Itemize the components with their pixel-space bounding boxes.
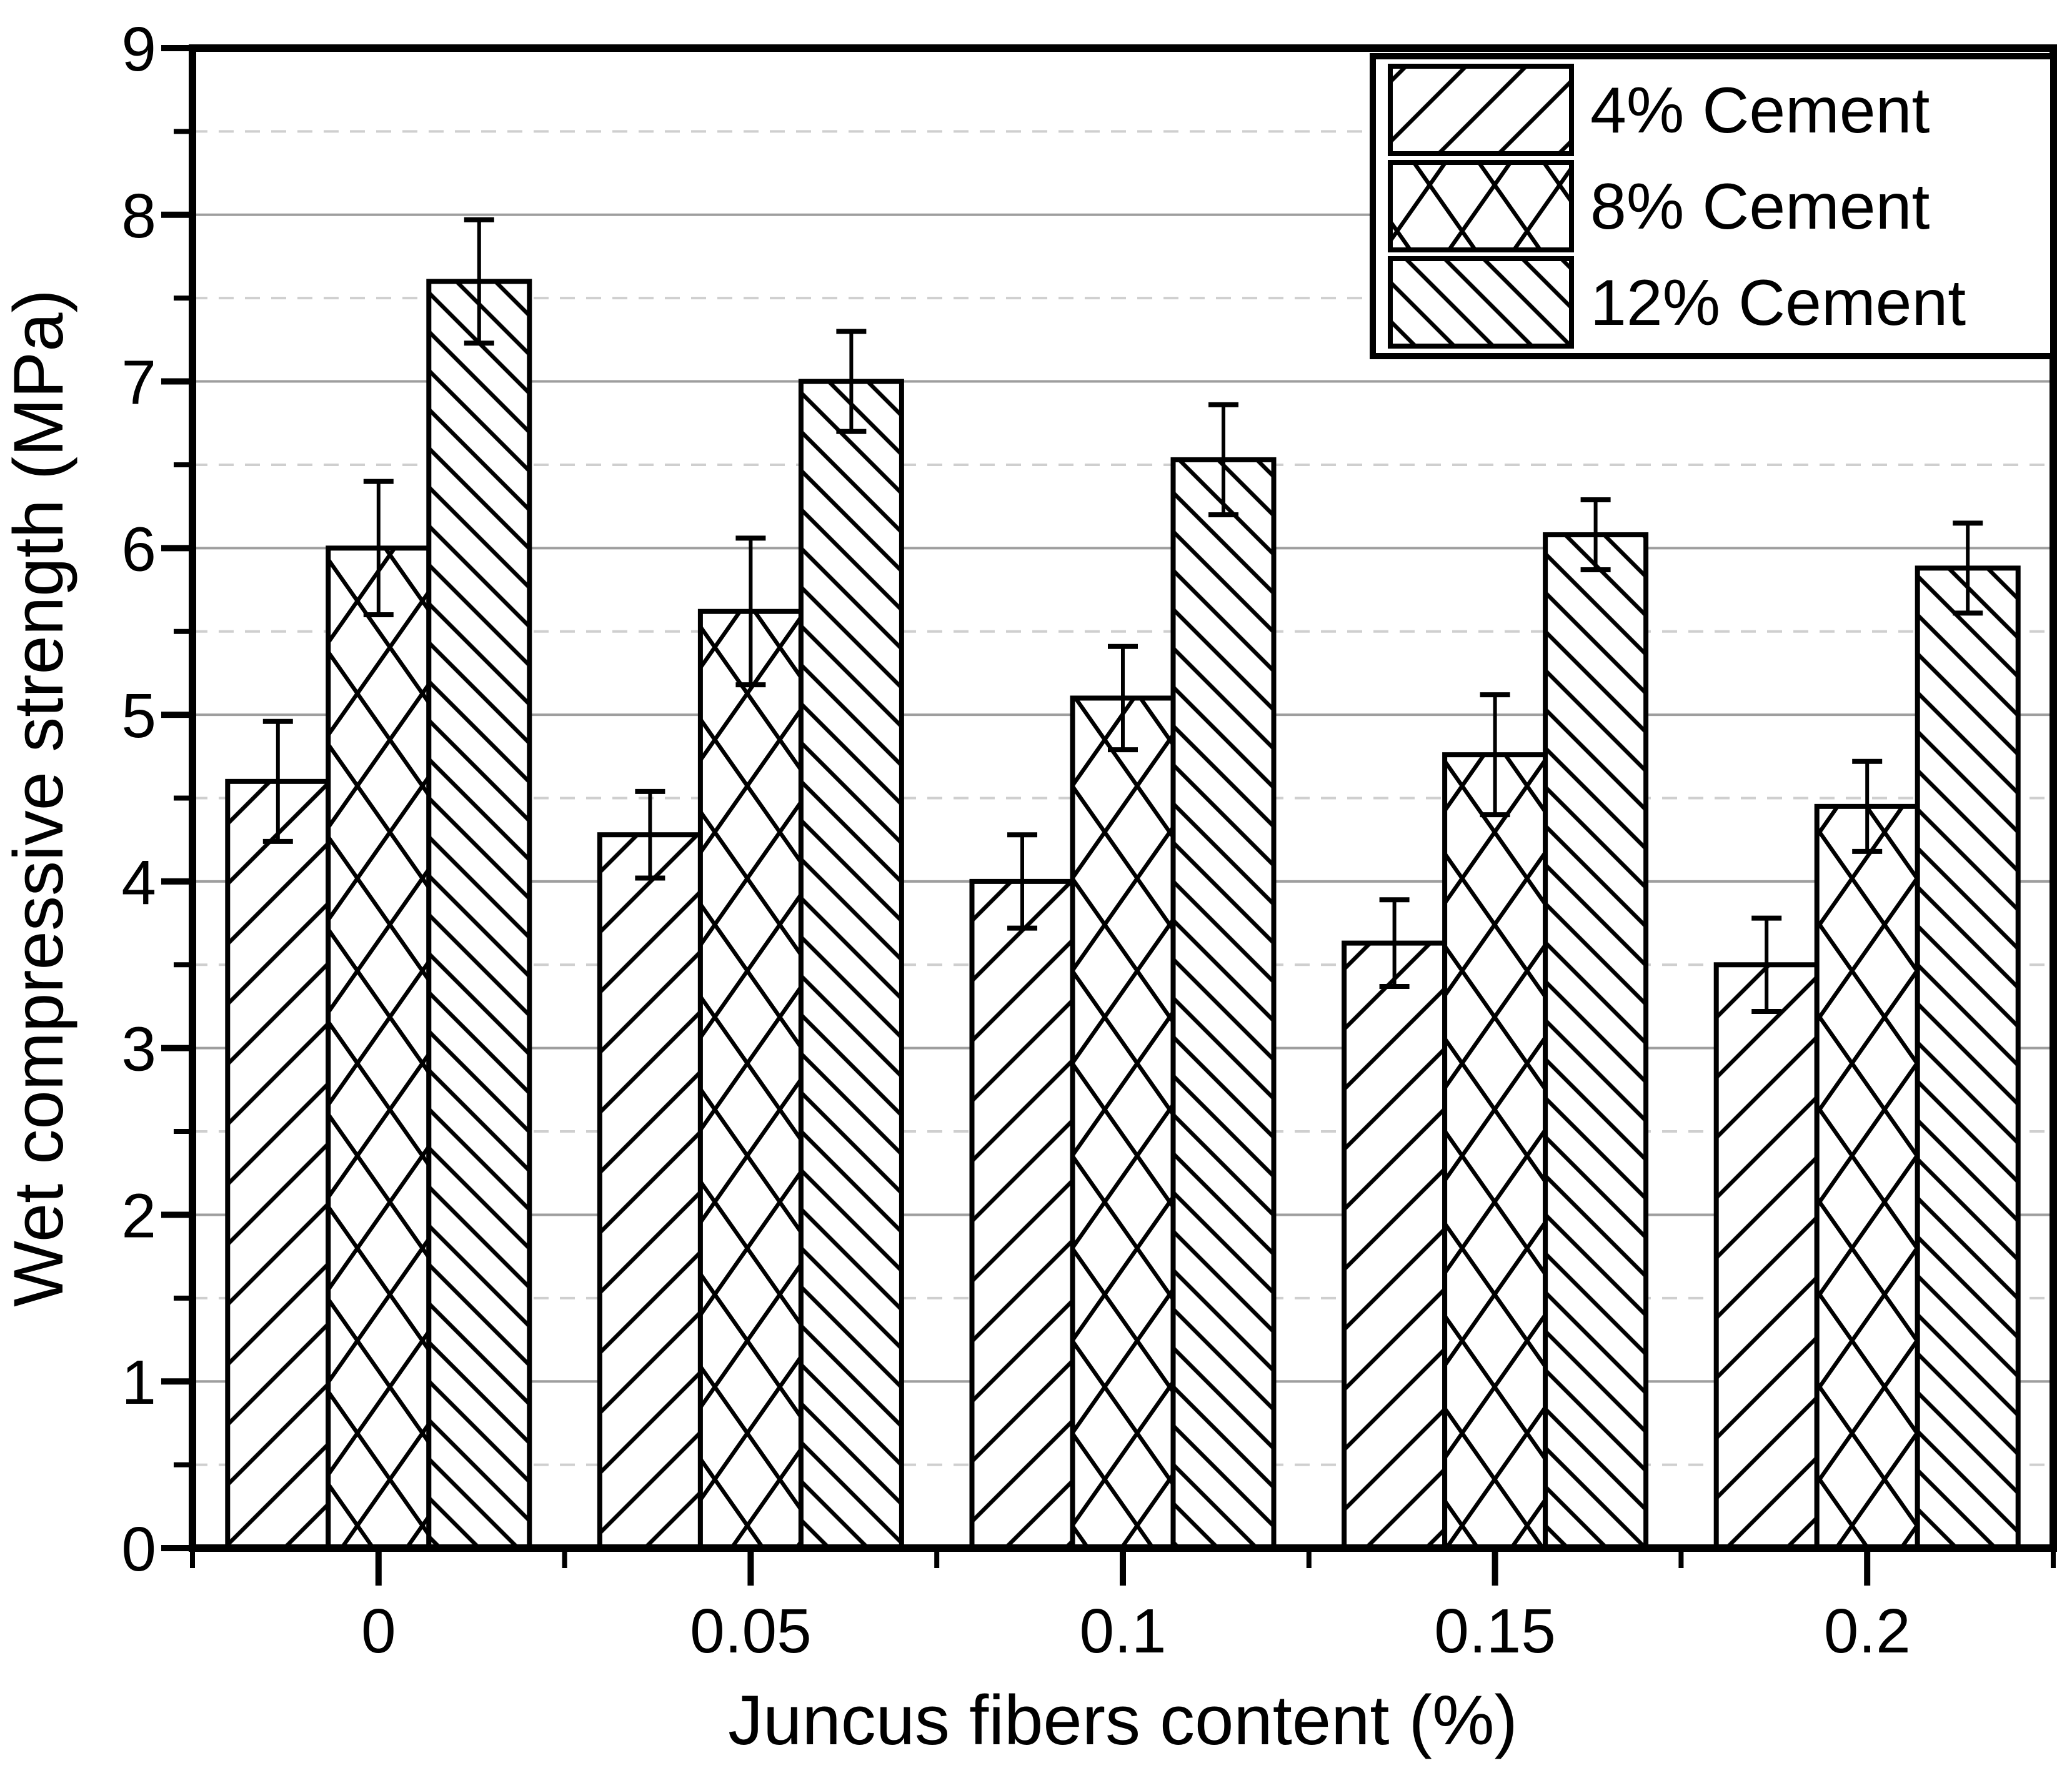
legend-swatch-8-cementicon bbox=[1388, 160, 1574, 252]
y-tick-label: 8 bbox=[121, 181, 156, 251]
y-tick-label: 4 bbox=[121, 848, 156, 918]
y-tick-label: 3 bbox=[121, 1015, 156, 1085]
x-tick-label: 0.05 bbox=[690, 1596, 812, 1666]
x-tick-label: 0.15 bbox=[1434, 1596, 1556, 1666]
y-tick-label: 7 bbox=[121, 348, 156, 418]
bar-12-cement0.15 bbox=[1543, 532, 1649, 1551]
y-tick-label: 2 bbox=[121, 1181, 156, 1251]
y-tick-label: 0 bbox=[121, 1514, 156, 1584]
bar-4-cement0.15 bbox=[1342, 940, 1448, 1551]
legend: 4% Cement 8% Cement 12% Cement bbox=[1370, 53, 2056, 359]
legend-label: 8% Cement bbox=[1590, 171, 1930, 243]
y-tick-label: 1 bbox=[121, 1348, 156, 1418]
bar-4-cement0.05 bbox=[597, 832, 703, 1551]
bar-4-cement0.1 bbox=[969, 878, 1075, 1551]
bar-8-cement0 bbox=[326, 545, 432, 1551]
bar-8-cement0.05 bbox=[697, 608, 804, 1551]
legend-swatch-4-cementicon bbox=[1388, 64, 1574, 156]
bar-4-cement0 bbox=[225, 778, 331, 1551]
bar-8-cement0.1 bbox=[1070, 695, 1176, 1551]
axis-ticks bbox=[161, 45, 2056, 1586]
x-tick-label: 0.1 bbox=[1079, 1596, 1166, 1666]
legend-label: 12% Cement bbox=[1590, 267, 1966, 339]
bar-12-cement0 bbox=[426, 279, 532, 1551]
error-bars bbox=[262, 217, 1983, 1014]
axis-labels: 0 1 2 3 4 5 6 7 8 9 0 0.05 0.1 0.15 0.2 Juncus fibers c… bbox=[0, 14, 1911, 1759]
bars bbox=[225, 279, 2021, 1551]
x-axis-title: Juncus fibers content (%) bbox=[728, 1681, 1518, 1759]
bar-12-cement0.1 bbox=[1170, 457, 1277, 1551]
legend-swatch-12-cementicon bbox=[1388, 256, 1574, 349]
x-tick-label: 0.2 bbox=[1824, 1596, 1911, 1666]
legend-label: 4% Cement bbox=[1590, 74, 1930, 147]
y-tick-label: 9 bbox=[121, 14, 156, 84]
bar-4-cement0.2 bbox=[1713, 962, 1820, 1551]
bar-12-cement0.05 bbox=[798, 379, 904, 1551]
bar-8-cement0.2 bbox=[1814, 803, 1920, 1551]
bar-8-cement0.15 bbox=[1442, 752, 1548, 1551]
bar-12-cement0.2 bbox=[1915, 565, 2021, 1551]
y-axis-title: Wet compressive strength (MPa) bbox=[0, 289, 77, 1307]
x-tick-label: 0 bbox=[361, 1596, 396, 1666]
y-tick-label: 5 bbox=[121, 681, 156, 751]
y-tick-label: 6 bbox=[121, 514, 156, 584]
